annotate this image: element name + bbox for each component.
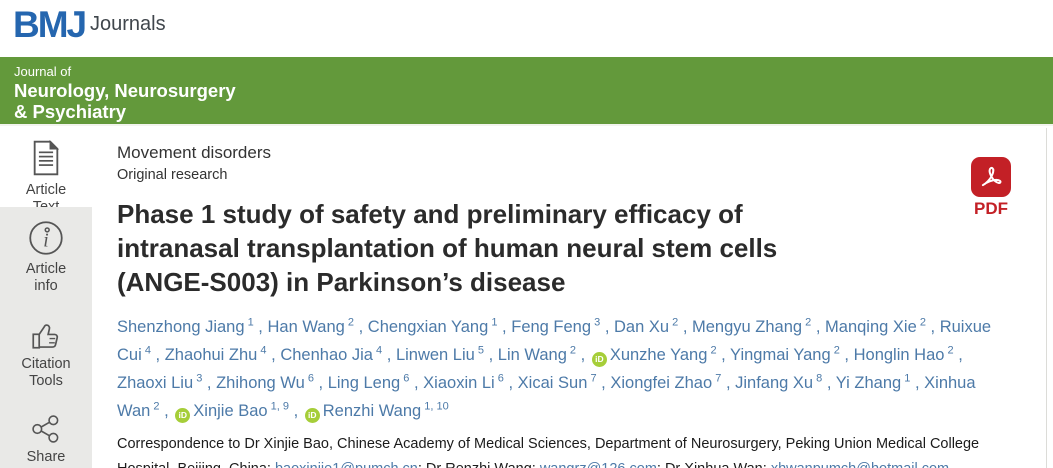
sidebar-item-article-info[interactable]: i Article info bbox=[0, 207, 92, 306]
pdf-label: PDF bbox=[974, 199, 1008, 218]
author-link[interactable]: Dan Xu bbox=[614, 318, 670, 336]
article-title: Phase 1 study of safety and preliminary … bbox=[117, 199, 778, 297]
journals-label: Journals bbox=[90, 13, 166, 35]
author-link[interactable]: Linwen Liu bbox=[395, 346, 475, 364]
author-affiliation-sup: 1, 10 bbox=[421, 400, 449, 413]
author-affiliation-sup: 1 bbox=[244, 316, 254, 329]
citation-tools-icon bbox=[32, 324, 59, 349]
author-affiliation-sup: 2 bbox=[344, 316, 355, 329]
author-link[interactable]: Mengyu Zhang bbox=[692, 318, 803, 336]
sidebar-item-share[interactable]: Share bbox=[0, 401, 92, 468]
journal-banner[interactable]: Journal of Neurology, Neurosurgery & Psy… bbox=[0, 57, 1053, 126]
author-link[interactable]: Renzhi Wang bbox=[322, 402, 422, 420]
author-link[interactable]: Ruixue Cui bbox=[117, 318, 992, 364]
author-affiliation-sup: 6 bbox=[494, 372, 504, 385]
author-link[interactable]: Xiaoxin Li bbox=[423, 374, 495, 392]
author-affiliation-sup: 3 bbox=[193, 372, 203, 385]
email-link[interactable]: wangrz@126.com bbox=[540, 461, 657, 468]
article-type-label: Original research bbox=[117, 167, 228, 183]
pdf-download-button[interactable]: PDF bbox=[968, 157, 1014, 219]
author-link[interactable]: Xinhua Wan bbox=[117, 374, 976, 420]
author-affiliation-sup: 4 bbox=[257, 344, 267, 357]
orcid-icon[interactable]: iD bbox=[175, 408, 191, 423]
share-icon bbox=[32, 415, 59, 443]
orcid-icon[interactable]: iD bbox=[304, 408, 320, 423]
pdf-icon bbox=[971, 157, 1011, 197]
author-link[interactable]: Ling Leng bbox=[327, 374, 401, 392]
author-affiliation-sup: 2 bbox=[707, 344, 717, 357]
author-link[interactable]: Chenhao Jia bbox=[280, 346, 373, 364]
article-info-icon: i bbox=[29, 221, 63, 255]
sidebar-item-label: Share bbox=[26, 449, 66, 465]
correspondence-text: Correspondence to Dr Xinjie Bao, Chinese… bbox=[117, 432, 992, 468]
sidebar-item-label: Citation Tools bbox=[21, 356, 71, 389]
journal-banner-title-line2: & Psychiatry bbox=[14, 101, 127, 122]
author-link[interactable]: Honglin Hao bbox=[853, 346, 945, 364]
author-affiliation-sup: 2 bbox=[566, 344, 577, 357]
sidebar-item-citation-tools[interactable]: Citation Tools bbox=[0, 306, 92, 401]
author-affiliation-sup: 3 bbox=[591, 316, 601, 329]
site-header: BMJ Journals bbox=[0, 0, 1053, 57]
svg-text:i: i bbox=[43, 230, 48, 251]
author-affiliation-sup: 2 bbox=[944, 344, 954, 357]
article-sidebar: Article Text i Article info Citation Too… bbox=[0, 128, 92, 468]
sidebar-item-label: Article info bbox=[25, 261, 67, 294]
orcid-icon[interactable]: iD bbox=[591, 352, 607, 367]
author-affiliation-sup: 1, 9 bbox=[267, 400, 289, 413]
author-affiliation-sup: 5 bbox=[474, 344, 485, 357]
author-link[interactable]: Feng Feng bbox=[511, 318, 592, 336]
author-link[interactable]: Han Wang bbox=[267, 318, 345, 336]
author-link[interactable]: Zhihong Wu bbox=[216, 374, 305, 392]
journal-banner-kicker: Journal of bbox=[14, 64, 72, 79]
author-link[interactable]: Shenzhong Jiang bbox=[117, 318, 245, 336]
author-affiliation-sup: 6 bbox=[400, 372, 410, 385]
email-link[interactable]: baoxinjie1@pumch.cn bbox=[275, 461, 418, 468]
author-affiliation-sup: 2 bbox=[802, 316, 812, 329]
author-link[interactable]: Manqing Xie bbox=[825, 318, 917, 336]
author-list: Shenzhong Jiang 1 , Han Wang 2 , Chengxi… bbox=[117, 313, 1002, 425]
author-affiliation-sup: 6 bbox=[304, 372, 314, 385]
author-affiliation-sup: 1 bbox=[488, 316, 498, 329]
author-affiliation-sup: 4 bbox=[372, 344, 383, 357]
article-text-icon bbox=[33, 139, 60, 176]
author-link[interactable]: Lin Wang bbox=[497, 346, 567, 364]
author-link[interactable]: Chengxian Yang bbox=[367, 318, 489, 336]
email-link[interactable]: xhwanpumch@hotmail.com bbox=[771, 461, 949, 468]
author-link[interactable]: Yingmai Yang bbox=[730, 346, 831, 364]
sidebar-secondary-group: i Article info Citation Tools bbox=[0, 207, 92, 468]
article-header: Movement disorders Original research Pha… bbox=[117, 143, 991, 468]
author-link[interactable]: Zhaohui Zhu bbox=[164, 346, 258, 364]
author-link[interactable]: Yi Zhang bbox=[835, 374, 902, 392]
author-link[interactable]: Jinfang Xu bbox=[735, 374, 814, 392]
author-affiliation-sup: 7 bbox=[712, 372, 722, 385]
author-affiliation-sup: 1 bbox=[901, 372, 911, 385]
bmj-logo[interactable]: BMJ bbox=[13, 4, 87, 45]
author-link[interactable]: Xunzhe Yang bbox=[609, 346, 708, 364]
journal-banner-title-line1: Neurology, Neurosurgery bbox=[14, 80, 236, 101]
author-link[interactable]: Xinjie Bao bbox=[193, 402, 268, 420]
author-affiliation-sup: 4 bbox=[141, 344, 151, 357]
author-affiliation-sup: 2 bbox=[916, 316, 926, 329]
content-right-divider bbox=[1046, 128, 1047, 468]
author-affiliation-sup: 2 bbox=[669, 316, 679, 329]
author-affiliation-sup: 7 bbox=[587, 372, 597, 385]
section-label[interactable]: Movement disorders bbox=[117, 143, 272, 162]
author-link[interactable]: Xicai Sun bbox=[517, 374, 588, 392]
author-link[interactable]: Zhaoxi Liu bbox=[117, 374, 194, 392]
author-affiliation-sup: 2 bbox=[150, 400, 160, 413]
author-affiliation-sup: 8 bbox=[813, 372, 823, 385]
author-link[interactable]: Xiongfei Zhao bbox=[610, 374, 713, 392]
author-affiliation-sup: 2 bbox=[830, 344, 840, 357]
